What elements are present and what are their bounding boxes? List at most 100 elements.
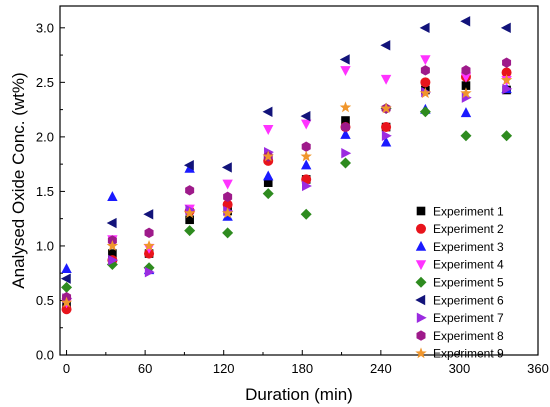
data-point xyxy=(143,209,154,220)
data-point xyxy=(107,191,118,202)
series-6 xyxy=(60,16,511,284)
data-point xyxy=(460,87,472,99)
x-tick-label: 60 xyxy=(138,361,152,376)
data-point xyxy=(144,266,155,278)
data-point xyxy=(460,107,472,118)
data-point xyxy=(222,179,233,190)
data-point xyxy=(221,162,232,173)
data-point xyxy=(341,116,350,125)
data-point xyxy=(301,159,312,170)
data-point xyxy=(144,227,154,239)
data-point xyxy=(340,121,350,133)
data-point xyxy=(339,157,351,169)
legend-item: Experiment 3 xyxy=(415,240,504,254)
x-tick-label: 0 xyxy=(63,361,70,376)
x-tick-label: 300 xyxy=(449,361,471,376)
legend-marker xyxy=(415,276,427,288)
legend-label: Experiment 7 xyxy=(433,311,504,325)
data-point xyxy=(106,239,119,251)
legend-item: Experiment 1 xyxy=(416,204,504,218)
y-tick-label: 2.0 xyxy=(36,129,54,144)
data-point xyxy=(222,210,233,221)
series-5 xyxy=(61,103,513,293)
data-point xyxy=(502,57,512,68)
data-point xyxy=(300,150,312,162)
data-point xyxy=(263,178,273,187)
data-point xyxy=(183,207,196,219)
data-point xyxy=(61,281,73,293)
legend-marker xyxy=(415,260,427,271)
data-point xyxy=(381,130,392,141)
legend-item: Experiment 7 xyxy=(416,311,504,325)
data-point xyxy=(500,22,511,34)
y-tick-label: 2.5 xyxy=(36,75,54,90)
legend-label: Experiment 8 xyxy=(433,329,504,343)
data-point xyxy=(380,136,392,147)
y-tick-label: 0.5 xyxy=(36,293,54,308)
y-axis-ticks: 0.0 0.5 1.0 1.5 2.0 2.5 3.0 xyxy=(36,20,65,363)
series-9 xyxy=(60,74,513,308)
data-point xyxy=(185,185,195,196)
data-point xyxy=(143,239,155,251)
legend-item: Experiment 2 xyxy=(416,222,504,236)
legend-label: Experiment 3 xyxy=(433,240,504,254)
legend-label: Experiment 9 xyxy=(433,347,504,361)
data-point xyxy=(420,77,431,88)
legend-marker xyxy=(416,330,426,341)
plot-frame xyxy=(59,5,539,356)
y-tick-label: 3.0 xyxy=(36,20,54,35)
data-point xyxy=(341,148,352,159)
data-point xyxy=(221,207,234,219)
data-point xyxy=(263,170,274,181)
data-point xyxy=(419,87,432,99)
data-point xyxy=(302,180,312,192)
data-point xyxy=(380,102,392,114)
data-point xyxy=(185,215,194,225)
legend-marker xyxy=(416,312,427,323)
data-markers xyxy=(60,16,513,315)
data-point xyxy=(501,130,513,142)
x-tick-label: 360 xyxy=(527,361,549,376)
data-point xyxy=(60,296,73,308)
legend-label: Experiment 4 xyxy=(433,258,504,272)
data-point xyxy=(60,273,71,284)
x-tick-label: 180 xyxy=(291,361,313,376)
data-point xyxy=(502,83,513,95)
data-point xyxy=(380,74,392,85)
legend-item: Experiment 9 xyxy=(415,347,504,361)
data-point xyxy=(262,150,274,162)
data-point xyxy=(461,81,471,90)
data-point xyxy=(301,141,311,152)
data-point xyxy=(460,72,472,83)
data-point xyxy=(460,16,471,27)
data-point xyxy=(301,119,312,130)
x-tick-label: 240 xyxy=(370,361,392,376)
legend-item: Experiment 5 xyxy=(415,276,504,290)
data-point xyxy=(501,67,512,78)
legend-item: Experiment 4 xyxy=(415,258,504,272)
y-tick-label: 0.0 xyxy=(36,348,54,363)
data-point xyxy=(419,22,430,34)
data-point xyxy=(420,65,430,76)
legend-marker xyxy=(415,240,427,251)
legend: Experiment 1 Experiment 2 Experiment 3 Expe… xyxy=(415,204,504,361)
data-point xyxy=(500,74,513,86)
data-point xyxy=(106,217,117,229)
data-point xyxy=(340,128,351,139)
data-point xyxy=(108,254,119,266)
x-axis-ticks: 0 60 120 180 240 300 360 xyxy=(63,350,549,376)
data-point xyxy=(61,263,72,274)
data-point xyxy=(223,191,233,203)
legend-item: Experiment 8 xyxy=(416,329,504,343)
data-point xyxy=(300,110,311,122)
x-axis-title: Duration (min) xyxy=(245,385,353,404)
data-point xyxy=(262,106,273,117)
data-point xyxy=(461,65,471,76)
legend-label: Experiment 1 xyxy=(433,204,504,218)
data-point xyxy=(108,249,117,258)
x-tick-label: 120 xyxy=(213,361,235,376)
legend-label: Experiment 2 xyxy=(433,222,504,236)
data-point xyxy=(339,54,350,65)
data-point xyxy=(262,188,274,200)
